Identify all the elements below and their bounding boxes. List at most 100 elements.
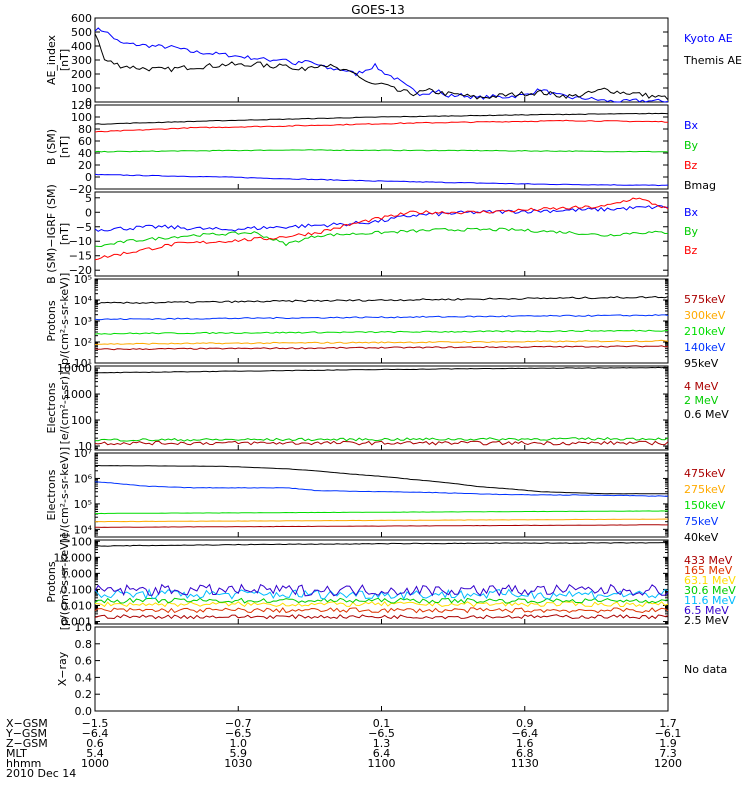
y-tick-label: 1000: [64, 388, 92, 401]
y-tick-label: 0: [85, 171, 92, 184]
legend-entry: 300keV: [684, 309, 726, 322]
y-tick-label: 0.0: [75, 705, 93, 718]
panel-frame: [94, 365, 669, 451]
y-axis-label: [nT]: [58, 136, 71, 158]
legend-entry: 210keV: [684, 325, 726, 338]
legend-entry: 433 MeV: [684, 554, 733, 567]
x-axis-annotation: X−GSM −1.5 −0.7 0.1 0.9 1.7 Y−GSM −6.4 −6.5 −6.5 −…: [5, 717, 682, 780]
series-line-bx: [94, 204, 669, 232]
x-row-value: 6.8: [516, 747, 534, 760]
series-line-themis-ae: [94, 33, 669, 101]
y-tick-label: 100: [71, 535, 92, 548]
x-row-value: −6.5: [225, 727, 252, 740]
y-tick-label: 10000: [57, 362, 92, 375]
x-row-label: X−GSM: [6, 717, 48, 730]
y-tick-label: 10⁴: [74, 294, 93, 307]
legend-entry: 2.5 MeV: [684, 614, 729, 627]
legend-entry: 40keV: [684, 531, 719, 544]
legend-entry: 4 MeV: [684, 380, 719, 393]
x-row-value: 1000: [81, 757, 109, 770]
x-row-label: hhmm: [6, 757, 41, 770]
y-axis-label: Electrons: [45, 469, 58, 520]
y-tick-label: 600: [71, 12, 92, 25]
no-data-note: No data: [684, 663, 727, 676]
x-row-value: 1030: [224, 757, 252, 770]
y-tick-label: 0.010: [61, 599, 93, 612]
legend-entry: 165 MeV: [684, 564, 733, 577]
panel-electrons_low: 10⁴ 10⁵ 10⁶ 10⁷ Electrons [e/(cm²-s-sr-keV)] 4…: [45, 447, 726, 544]
panel-frame: [94, 626, 669, 712]
x-row-value: 0.9: [516, 717, 534, 730]
y-tick-label: 40: [78, 147, 92, 160]
y-tick-label: 5: [85, 192, 92, 205]
x-row-value: 5.9: [230, 747, 248, 760]
legend-entry: 63.1 MeV: [684, 574, 736, 587]
legend-entry: By: [684, 225, 699, 238]
y-tick-label: 10⁵: [74, 273, 92, 286]
y-tick-label: 1.000: [61, 567, 93, 580]
y-tick-label: 300: [71, 54, 92, 67]
panel-frame: [94, 539, 669, 625]
y-tick-label: 10¹: [74, 357, 92, 370]
x-row-value: −0.7: [225, 717, 252, 730]
x-row-value: 0.6: [86, 737, 104, 750]
panel-electrons_high: 10 100 1000 10000 Electrons [e/(cm²-s-sr)] 4 M…: [45, 362, 729, 453]
y-tick-label: −20: [69, 264, 92, 277]
y-tick-label: 80: [78, 123, 92, 136]
series-line-275kev: [94, 518, 669, 523]
panel-frame: [94, 17, 669, 103]
y-axis-label: [p/(cm²-s-sr-keV)]: [58, 534, 71, 631]
y-tick-label: 0.2: [75, 688, 93, 701]
y-axis-label: B (SM): [45, 129, 58, 165]
legend-entry: 6.5 MeV: [684, 604, 729, 617]
series-line-2-5-mev: [94, 542, 668, 547]
x-row-value: 1.3: [373, 737, 391, 750]
panel-frame: [94, 278, 669, 364]
y-axis-label: X−ray: [56, 651, 69, 686]
panel-protons_low: 10¹ 10² 10³ 10⁴ 10⁵ Protons [p/(cm²-s-sr-keV)]…: [45, 273, 726, 370]
legend-entry: 140keV: [684, 341, 726, 354]
y-tick-label: 10: [78, 440, 92, 453]
legend-entry: Themis AE: [683, 54, 742, 67]
x-row-value: −6.1: [655, 727, 682, 740]
series-line-210kev: [94, 329, 669, 335]
x-row-value: −6.4: [82, 727, 109, 740]
legend-entry: 11.6 MeV: [684, 594, 736, 607]
y-tick-label: −5: [76, 221, 92, 234]
legend-entry: Bmag: [684, 179, 716, 192]
y-tick-label: 0.6: [75, 655, 93, 668]
x-row-value: −1.5: [82, 717, 109, 730]
x-row-value: 1130: [511, 757, 539, 770]
y-tick-label: −10: [69, 235, 92, 248]
series-line-bz: [94, 197, 669, 261]
series-line-6-5-mev: [94, 583, 669, 597]
y-tick-label: 0: [85, 206, 92, 219]
legend-entry: 95keV: [684, 357, 719, 370]
y-tick-label: 60: [78, 135, 92, 148]
y-tick-label: 500: [71, 26, 92, 39]
series-line-by: [94, 149, 669, 153]
x-row-value: −6.4: [511, 727, 538, 740]
y-tick-label: 0.001: [61, 616, 93, 629]
series-line-kyoto-ae: [94, 27, 669, 103]
y-axis-label: [e/(cm²-s-sr-keV)]: [58, 447, 71, 543]
plot-title: GOES-13: [351, 3, 405, 17]
legend-entry: Bz: [684, 244, 698, 257]
y-tick-label: 0: [85, 96, 92, 109]
y-tick-label: 100: [71, 111, 92, 124]
y-tick-label: 100: [71, 414, 92, 427]
x-row-value: 1100: [368, 757, 396, 770]
x-row-label: Y−GSM: [5, 727, 47, 740]
y-tick-label: 0.4: [75, 671, 93, 684]
y-tick-label: −15: [69, 250, 92, 263]
series-line-by: [94, 227, 669, 248]
y-tick-label: 1.0: [75, 621, 93, 634]
y-axis-label: [p/(cm²-s-sr-keV)]: [58, 273, 71, 370]
series-line-575kev: [94, 345, 669, 351]
series-line-300kev: [94, 339, 669, 346]
series-line-40kev: [95, 465, 669, 495]
y-tick-label: 10²: [74, 336, 92, 349]
